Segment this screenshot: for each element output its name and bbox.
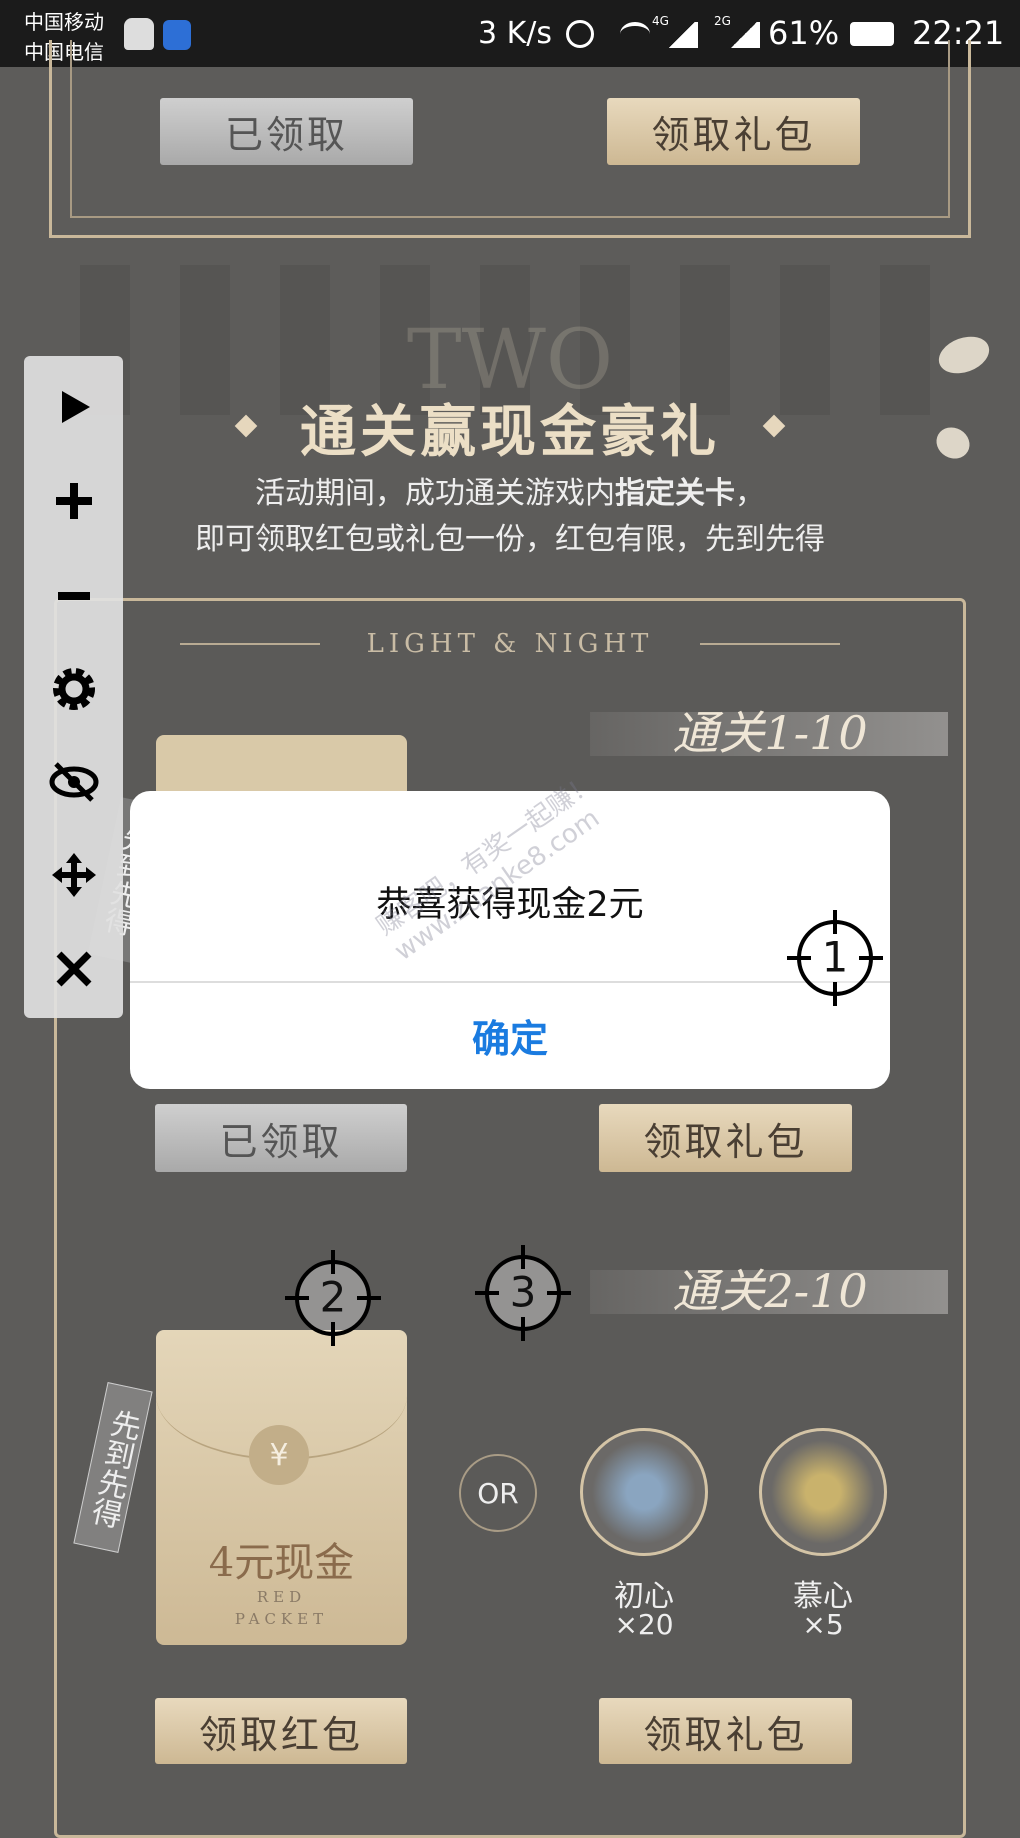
currency-seal: ¥ <box>249 1425 309 1485</box>
touch-marker: 1 <box>787 910 883 1006</box>
cash-label: 4元现金 <box>208 1540 355 1586</box>
item-name: 初心 <box>614 1579 674 1614</box>
dialog <box>130 791 890 1089</box>
signal-icon <box>728 22 760 48</box>
level-label: 通关1-10 <box>672 706 868 760</box>
or-badge: OR <box>459 1454 537 1532</box>
item-icon <box>580 1428 708 1556</box>
touch-marker: 3 <box>475 1245 571 1341</box>
marker-number: 2 <box>320 1273 347 1322</box>
touch-icon <box>124 18 154 50</box>
claim-gift-button[interactable]: 领取礼包 <box>599 1698 852 1764</box>
shield-icon <box>163 20 191 50</box>
divider <box>700 643 840 645</box>
item-count: ×20 <box>614 1607 674 1641</box>
section-desc: 即可领取红包或礼包一份，红包有限，先到先得 <box>195 522 825 557</box>
section-bg-label: TWO <box>406 312 614 408</box>
carrier: 中国移动 <box>24 10 104 34</box>
claim-gift-button[interactable]: 领取礼包 <box>607 98 860 165</box>
touch-marker: 2 <box>285 1250 381 1346</box>
floating-toolbar <box>24 356 123 1018</box>
battery-level: 61% <box>768 14 840 52</box>
packet-text: PACKET <box>234 1610 329 1628</box>
coin <box>933 330 995 380</box>
wifi-icon <box>620 22 650 46</box>
marker-number: 3 <box>510 1268 537 1317</box>
desc-text: ， <box>735 476 765 511</box>
divider <box>180 643 320 645</box>
reward-card <box>49 40 971 238</box>
battery-icon <box>850 22 894 46</box>
sparkle <box>762 414 786 438</box>
zoom-out-button[interactable] <box>44 566 104 626</box>
desc-highlight: 指定关卡 <box>615 476 735 511</box>
item-name: 慕心 <box>793 1579 853 1614</box>
level-label: 通关2-10 <box>672 1264 868 1318</box>
play-button[interactable] <box>44 377 104 437</box>
desc-text: 活动期间，成功通关游戏内 <box>255 476 615 511</box>
zoom-in-button[interactable] <box>44 471 104 531</box>
level-banner <box>590 712 948 756</box>
claimed-button[interactable]: 已领取 <box>160 98 413 165</box>
move-button[interactable] <box>44 845 104 905</box>
carrier: 中国电信 <box>24 40 104 64</box>
settings-button[interactable] <box>44 659 104 719</box>
signal-icon <box>666 22 698 48</box>
pattern <box>80 265 940 415</box>
packet-text: RED <box>256 1588 307 1606</box>
card-inner-border <box>70 40 950 218</box>
dialog-message: 恭喜获得现金2元 <box>376 884 644 925</box>
section-desc: 活动期间，成功通关游戏内 指定关卡， <box>60 468 960 512</box>
sparkle <box>234 414 258 438</box>
claimed-button[interactable]: 已领取 <box>155 1104 407 1172</box>
coin <box>930 421 976 465</box>
dialog-divider <box>130 981 890 983</box>
level-banner <box>590 1270 948 1314</box>
claim-packet-button[interactable]: 领取红包 <box>155 1698 407 1764</box>
network-type: 4G <box>652 14 669 28</box>
clock: 22:21 <box>912 14 1005 52</box>
close-button[interactable] <box>44 939 104 999</box>
network-type: 2G <box>714 14 731 28</box>
section-title: 通关赢现金豪礼 <box>300 398 720 465</box>
alarm-icon <box>566 20 594 48</box>
item-count: ×5 <box>802 1607 844 1641</box>
card-subtitle: LIGHT & NIGHT <box>366 629 654 659</box>
net-speed: 3 K/s <box>478 16 553 51</box>
hide-button[interactable] <box>44 752 104 812</box>
marker-number: 1 <box>822 933 849 982</box>
confirm-button[interactable]: 确定 <box>471 1016 548 1061</box>
claim-gift-button[interactable]: 领取礼包 <box>599 1104 852 1172</box>
item-icon <box>759 1428 887 1556</box>
